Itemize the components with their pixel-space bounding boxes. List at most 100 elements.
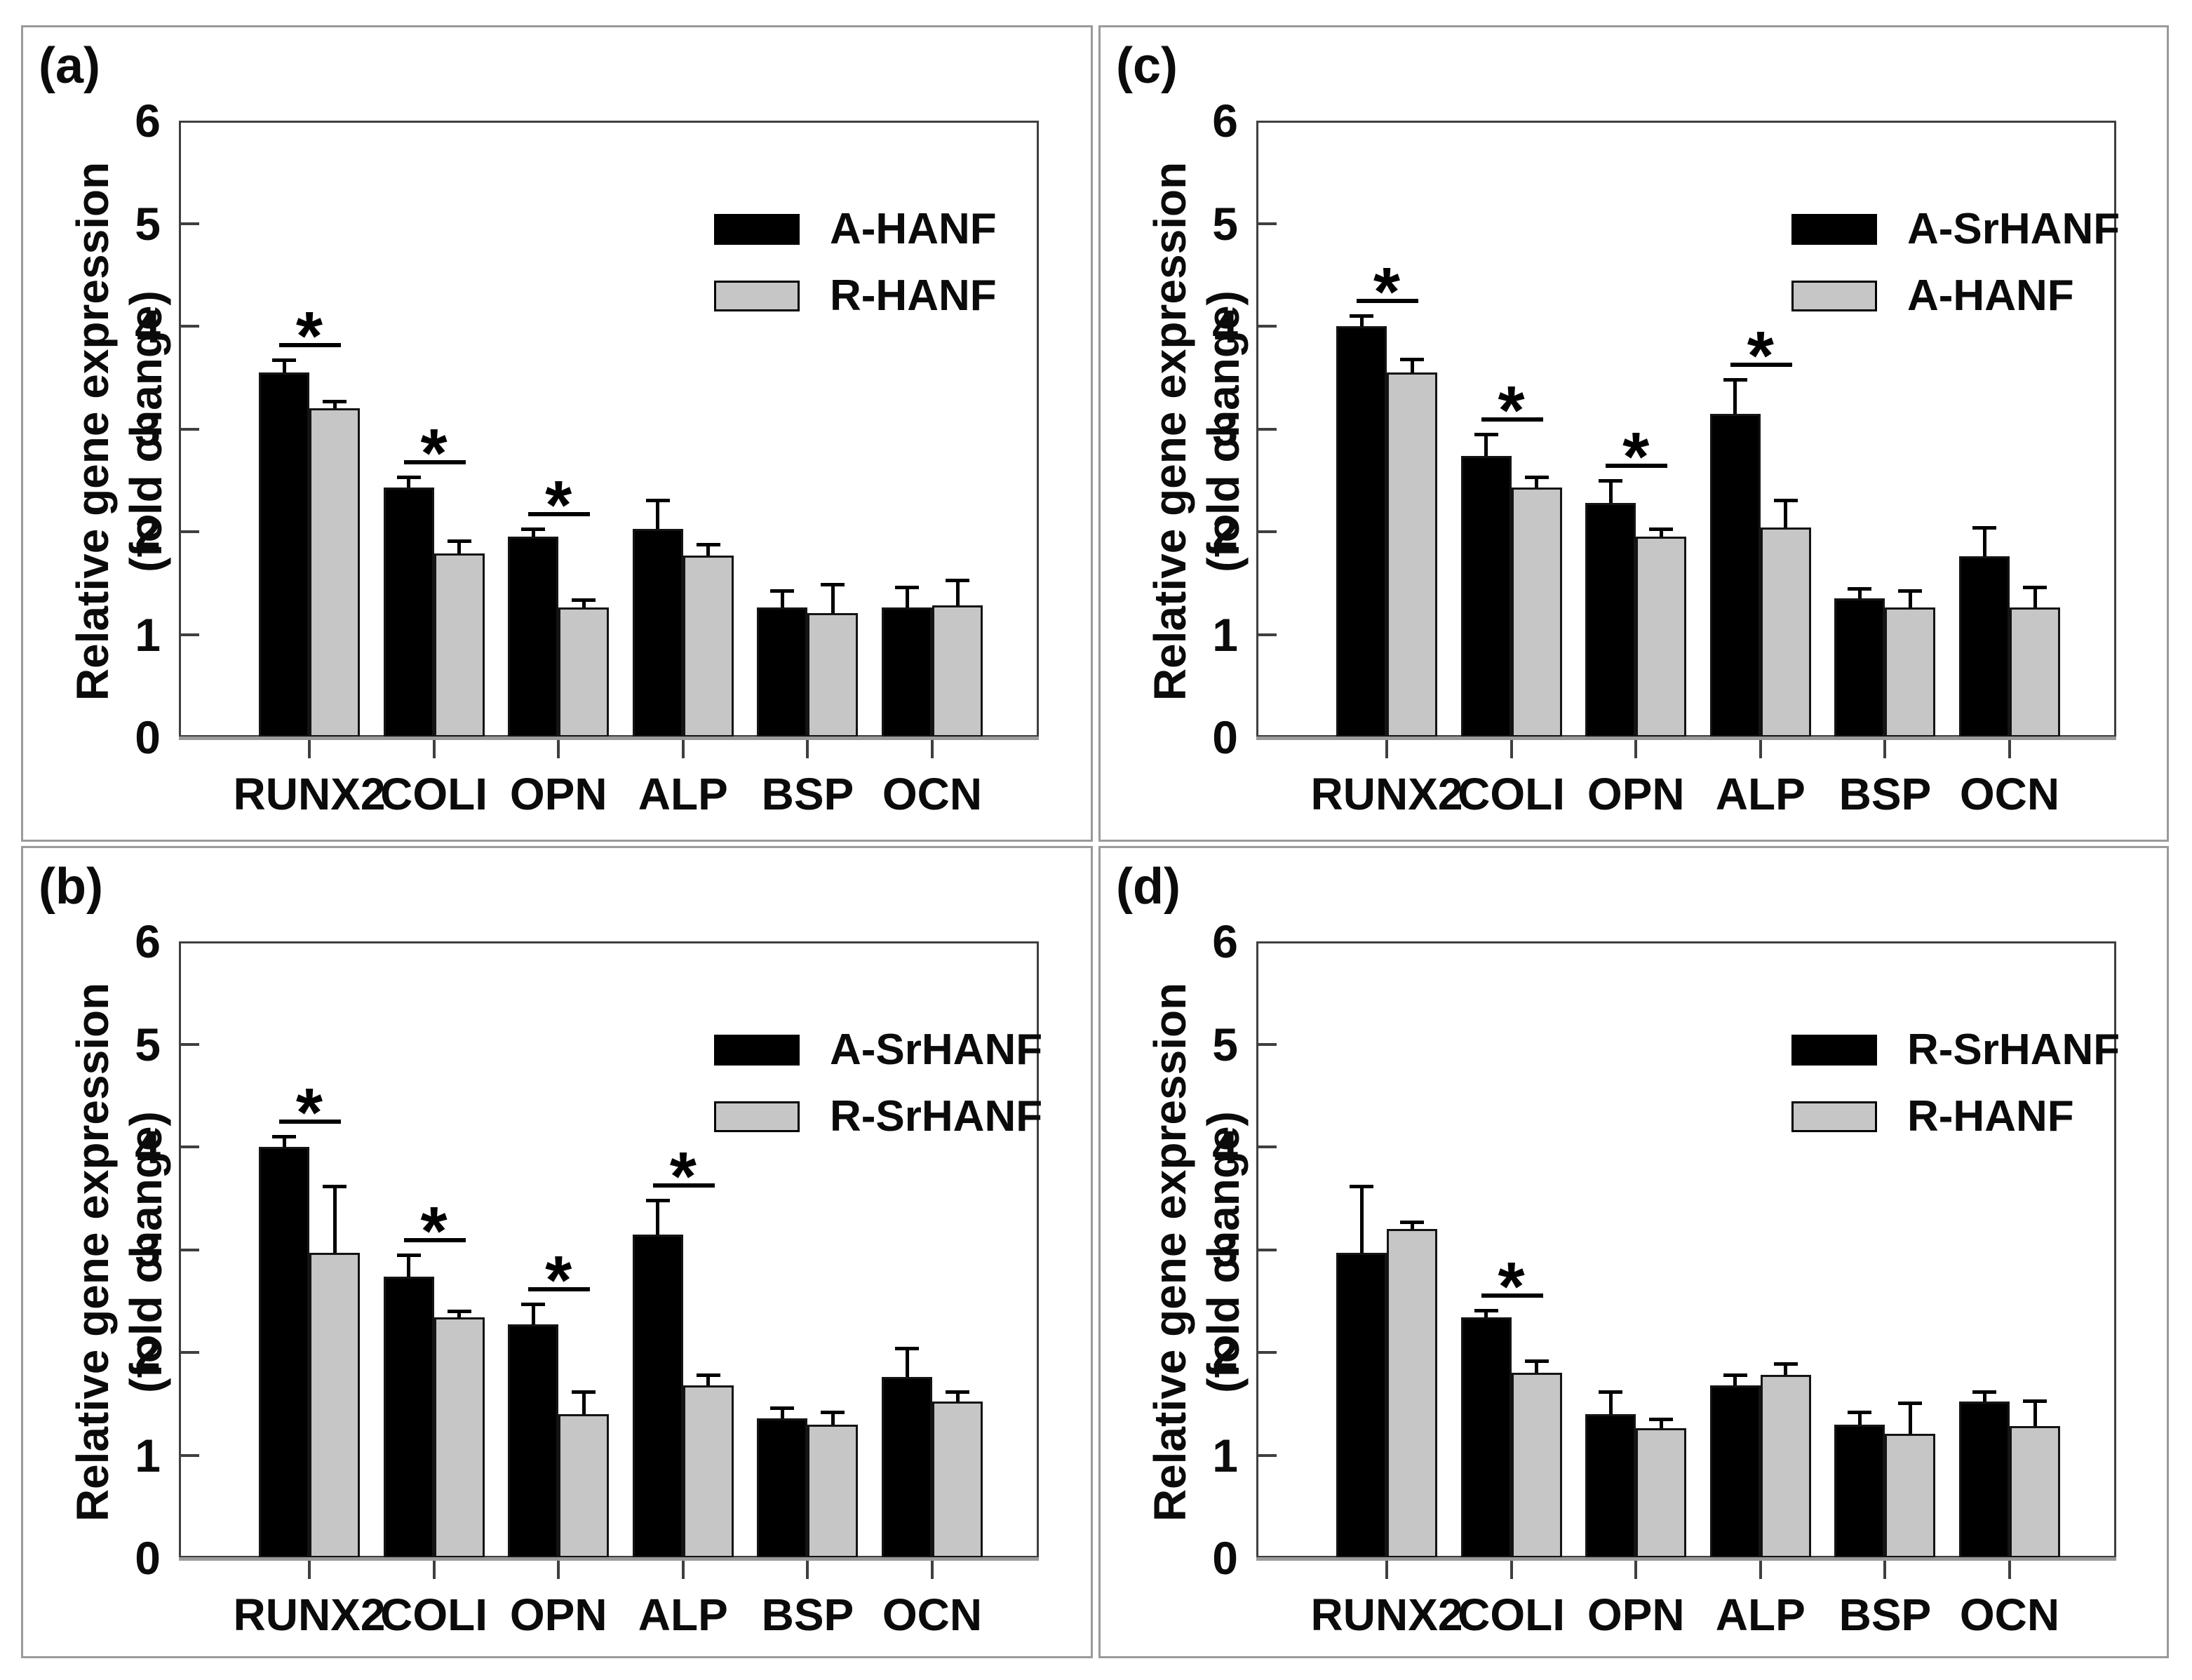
x-category-label: RUNX2 bbox=[1310, 769, 1463, 819]
x-tick-mark bbox=[1385, 1561, 1388, 1579]
legend-swatch bbox=[1791, 1035, 1877, 1066]
error-bar-cap bbox=[447, 539, 471, 544]
error-bar-stem bbox=[1982, 527, 1986, 557]
error-bar-cap bbox=[1773, 1362, 1798, 1366]
panel-letter: (d) bbox=[1116, 859, 1181, 915]
x-category-label: COLI bbox=[1458, 1590, 1566, 1640]
axis-baseline bbox=[1256, 737, 2116, 740]
bar bbox=[1636, 1428, 1687, 1558]
significance-asterisk: * bbox=[1622, 417, 1650, 495]
x-category-label: BSP bbox=[1838, 769, 1932, 819]
y-tick-mark bbox=[181, 1042, 199, 1046]
bar bbox=[1336, 1252, 1387, 1558]
error-bar-stem bbox=[1535, 1360, 1539, 1373]
panel-a: (a) Relative gene expression (fold chang… bbox=[21, 25, 1093, 842]
error-bar-cap bbox=[1599, 478, 1623, 483]
x-category-label: OCN bbox=[882, 1590, 983, 1640]
chart-area-c: 0 1 2 3 4 5 6 RUNX2 COLI OPN ALP BSP OCN * * * * A-SrHANF… bbox=[1101, 27, 2167, 840]
x-tick-mark bbox=[1883, 740, 1887, 758]
legend-swatch bbox=[1791, 1101, 1877, 1132]
y-tick-mark bbox=[1258, 1145, 1277, 1148]
error-bar-cap bbox=[2023, 1399, 2047, 1403]
bar bbox=[1709, 413, 1761, 737]
y-tick-label: 4 bbox=[135, 300, 161, 352]
y-tick-label: 2 bbox=[135, 1326, 161, 1378]
error-bar-cap bbox=[1524, 1359, 1549, 1363]
legend-label: R-SrHANF bbox=[830, 1092, 1043, 1141]
y-tick-label: 2 bbox=[1212, 1326, 1238, 1378]
y-tick-label: 2 bbox=[1212, 506, 1238, 558]
significance-line bbox=[1481, 417, 1543, 422]
x-tick-mark bbox=[1883, 1561, 1887, 1579]
y-tick-label: 4 bbox=[135, 1121, 161, 1173]
legend-swatch bbox=[1791, 281, 1877, 311]
error-bar-cap bbox=[895, 586, 919, 590]
error-bar-stem bbox=[1659, 528, 1663, 537]
error-bar-stem bbox=[1359, 1185, 1364, 1253]
error-bar-stem bbox=[1733, 1375, 1737, 1385]
significance-asterisk: * bbox=[295, 297, 323, 375]
error-bar-stem bbox=[1410, 1221, 1414, 1230]
error-bar-stem bbox=[1608, 480, 1613, 503]
x-tick-mark bbox=[2008, 740, 2011, 758]
legend-item: A-HANF bbox=[1791, 268, 2156, 324]
error-bar-cap bbox=[696, 542, 720, 546]
bar bbox=[632, 528, 683, 737]
y-tick-label: 6 bbox=[1212, 915, 1238, 967]
y-tick-mark bbox=[181, 1145, 199, 1148]
bar bbox=[932, 1402, 983, 1558]
x-category-label: BSP bbox=[761, 1590, 854, 1640]
bar bbox=[259, 372, 309, 737]
bar bbox=[1760, 527, 1811, 737]
y-tick-label: 1 bbox=[1212, 1429, 1238, 1481]
bar bbox=[1511, 488, 1562, 737]
x-tick-mark bbox=[931, 740, 934, 758]
error-bar-stem bbox=[282, 360, 286, 372]
legend-label: A-HANF bbox=[1907, 271, 2074, 320]
error-bar-stem bbox=[2033, 587, 2037, 608]
legend-swatch bbox=[714, 281, 800, 311]
error-bar-stem bbox=[1484, 1310, 1488, 1318]
legend-label: R-HANF bbox=[830, 271, 997, 320]
x-tick-mark bbox=[308, 740, 311, 758]
legend-item: A-HANF bbox=[714, 201, 1079, 257]
x-category-label: OPN bbox=[1587, 1590, 1685, 1640]
x-category-label: BSP bbox=[1838, 1590, 1932, 1640]
y-tick-label: 6 bbox=[135, 95, 161, 147]
significance-line bbox=[279, 343, 341, 348]
significance-asterisk: * bbox=[545, 1242, 572, 1319]
error-bar-stem bbox=[332, 1185, 337, 1253]
y-tick-label: 2 bbox=[135, 506, 161, 558]
x-category-label: BSP bbox=[761, 769, 854, 819]
x-tick-mark bbox=[432, 740, 436, 758]
bar bbox=[757, 607, 808, 737]
error-bar-cap bbox=[1773, 498, 1798, 502]
y-tick-label: 5 bbox=[135, 1018, 161, 1070]
bar bbox=[259, 1147, 309, 1558]
y-tick-label: 0 bbox=[135, 711, 161, 763]
error-bar-cap bbox=[770, 1406, 795, 1411]
x-category-label: COLI bbox=[1458, 769, 1566, 819]
legend-item: R-SrHANF bbox=[714, 1089, 1079, 1145]
significance-line bbox=[403, 460, 466, 465]
legend-label: A-HANF bbox=[830, 205, 997, 253]
x-category-label: OPN bbox=[509, 1590, 607, 1640]
x-category-label: ALP bbox=[1715, 1590, 1806, 1640]
y-tick-label: 5 bbox=[135, 197, 161, 250]
bar bbox=[807, 612, 859, 737]
legend-swatch bbox=[1791, 214, 1877, 245]
x-category-label: ALP bbox=[638, 769, 728, 819]
error-bar-cap bbox=[1848, 1410, 1872, 1414]
y-tick-mark bbox=[1258, 633, 1277, 636]
error-bar-stem bbox=[581, 599, 586, 608]
bar bbox=[383, 488, 434, 737]
bar bbox=[558, 607, 610, 737]
error-bar-stem bbox=[457, 541, 462, 553]
x-tick-mark bbox=[1509, 1561, 1513, 1579]
y-tick-label: 1 bbox=[1212, 608, 1238, 661]
error-bar-stem bbox=[282, 1136, 286, 1147]
bar bbox=[433, 553, 485, 737]
y-tick-mark bbox=[1258, 325, 1277, 328]
error-bar-cap bbox=[272, 358, 296, 363]
error-bar-cap bbox=[946, 578, 969, 582]
